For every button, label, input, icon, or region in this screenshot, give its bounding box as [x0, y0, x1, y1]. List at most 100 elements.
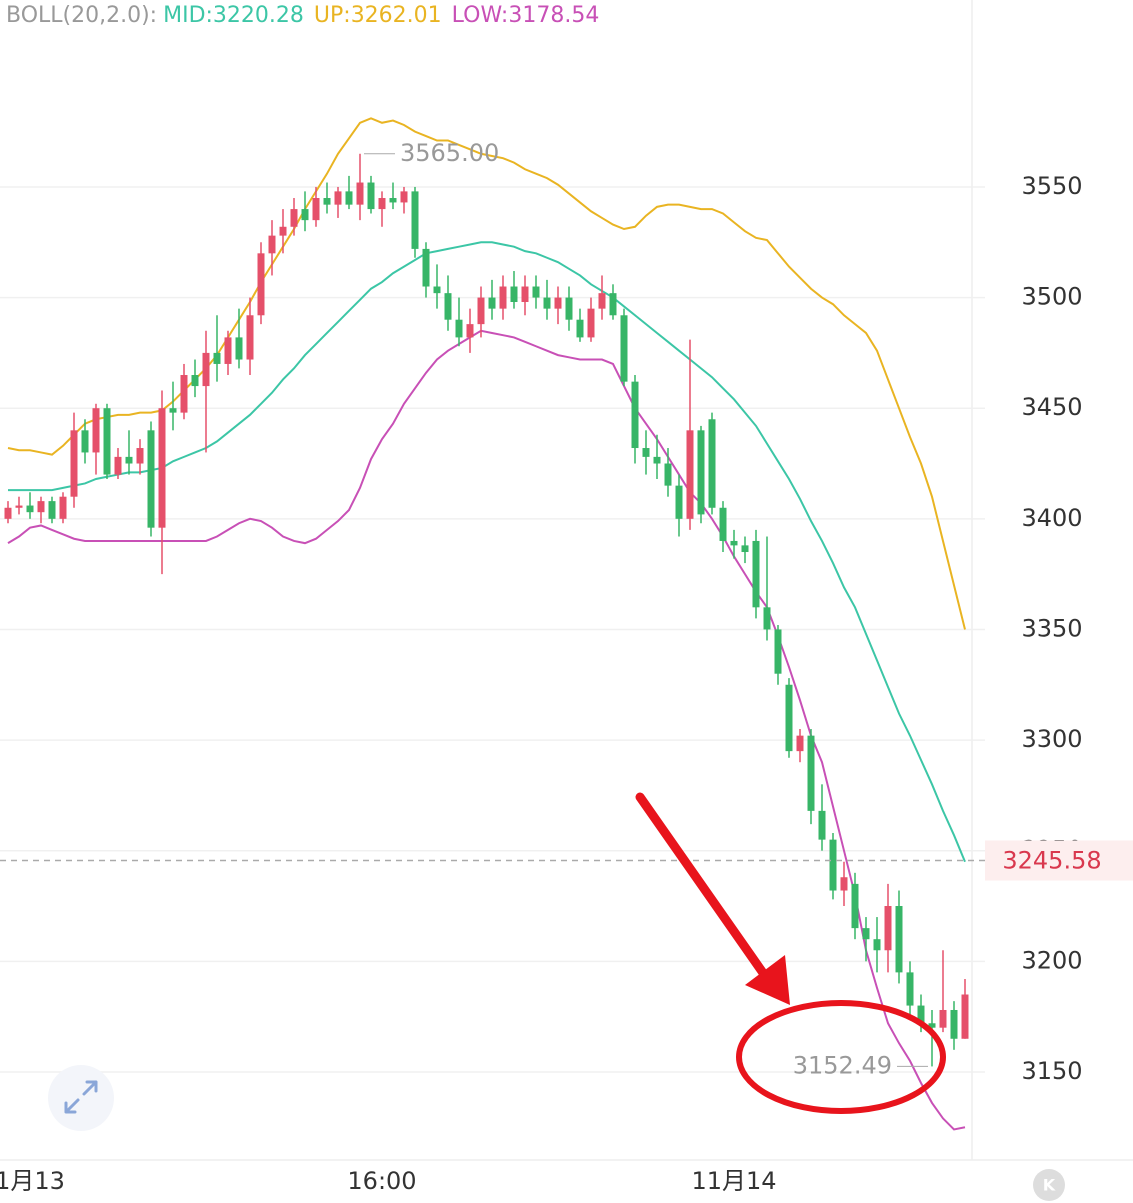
candle-body: [686, 430, 694, 519]
candle-body: [653, 456, 661, 464]
arrow-head: [745, 955, 790, 1005]
candle-body: [708, 419, 716, 508]
candle-body: [246, 315, 254, 360]
candle-body: [389, 198, 397, 203]
legend: BOLL(20,2.0): MID:3220.28 UP:3262.01 LOW:3…: [6, 3, 599, 28]
candle-body: [345, 191, 353, 205]
candle-body: [26, 505, 34, 513]
candle-body: [312, 198, 320, 221]
candle-body: [37, 501, 45, 513]
candle-body: [290, 209, 298, 227]
candle-body: [48, 501, 56, 519]
candle-body: [554, 297, 562, 309]
plot: 3150320032503300335034003450350035501月13…: [0, 117, 1133, 1195]
arrow-shaft: [635, 792, 773, 985]
y-tick-label: 3350: [1021, 614, 1082, 642]
badge-text: K: [1043, 1176, 1056, 1195]
candle-body: [180, 375, 188, 413]
candle-body: [444, 293, 452, 320]
candle-body: [268, 235, 276, 254]
candle-body: [4, 507, 12, 519]
y-tick-label: 3200: [1021, 946, 1082, 974]
candle-body: [356, 182, 364, 205]
candle-body: [158, 408, 166, 528]
expand-bg: [48, 1065, 114, 1131]
y-tick-label: 3550: [1021, 172, 1082, 200]
candle-body: [543, 297, 551, 309]
candle-body: [950, 1009, 958, 1039]
candle-body: [147, 430, 155, 528]
max-label: 3565.00: [400, 139, 499, 167]
y-tick-label: 3400: [1021, 504, 1082, 532]
candle-body: [939, 1009, 947, 1028]
candle-body: [224, 337, 232, 364]
candle-body: [840, 877, 848, 891]
last-price-box: [985, 840, 1133, 881]
candle-body: [609, 293, 617, 316]
candle-body: [191, 375, 199, 387]
candle-body: [752, 540, 760, 608]
candle-body: [741, 545, 749, 553]
candle-body: [576, 319, 584, 338]
highlight-ellipse: [736, 1000, 946, 1114]
y-tick-label: 3450: [1021, 393, 1082, 421]
candle-body: [532, 286, 540, 298]
y-tick-label: 3150: [1021, 1057, 1082, 1085]
y-tick-label: 3500: [1021, 283, 1082, 311]
min-label: 3152.49: [793, 1051, 892, 1079]
candle-body: [202, 352, 210, 387]
candle-body: [114, 456, 122, 475]
candle-body: [367, 182, 375, 210]
candle-body: [433, 286, 441, 294]
candle-body: [15, 505, 23, 508]
candle-body: [477, 297, 485, 325]
candle-body: [961, 994, 969, 1039]
candle-body: [598, 293, 606, 309]
candle-body: [675, 485, 683, 519]
candle-body: [774, 629, 782, 674]
candle-body: [378, 198, 386, 210]
candle-body: [455, 319, 463, 338]
candle-body: [422, 248, 430, 287]
candle-body: [466, 324, 474, 338]
candle-body: [642, 448, 650, 457]
expand-button[interactable]: [48, 1065, 114, 1131]
candle-body: [521, 286, 529, 303]
candle-body: [807, 735, 815, 811]
candle-body: [279, 226, 287, 236]
candle-body: [59, 496, 67, 519]
candle-body: [763, 607, 771, 630]
x-tick-label: 11月14: [691, 1167, 776, 1195]
x-tick-label: 16:00: [347, 1167, 416, 1195]
candle-body: [301, 209, 309, 221]
candle-body: [851, 883, 859, 929]
candle-body: [620, 315, 628, 382]
candle-body: [169, 408, 177, 413]
candle-body: [697, 430, 705, 515]
candle-body: [488, 297, 496, 309]
candle-body: [829, 839, 837, 891]
candle-body: [587, 308, 595, 338]
candle-body: [235, 337, 243, 360]
candle-body: [785, 684, 793, 752]
boll-line: [8, 241, 966, 863]
candle-body: [719, 507, 727, 541]
candle-body: [92, 408, 100, 453]
candle-body: [631, 381, 639, 449]
candle-body: [400, 191, 408, 203]
candle-body: [884, 906, 892, 951]
candle-body: [565, 297, 573, 320]
candle-body: [103, 408, 111, 475]
candle-body: [796, 735, 804, 752]
candle-body: [862, 928, 870, 940]
candle-body: [873, 939, 881, 951]
candle-body: [818, 810, 826, 840]
boll-line: [7, 329, 966, 1131]
badge-circle: [1033, 1169, 1065, 1201]
candle-body: [411, 191, 419, 249]
candle-body: [928, 1023, 936, 1028]
candle-body: [70, 430, 78, 497]
candle-body: [906, 972, 914, 1006]
candle-body: [664, 463, 672, 486]
